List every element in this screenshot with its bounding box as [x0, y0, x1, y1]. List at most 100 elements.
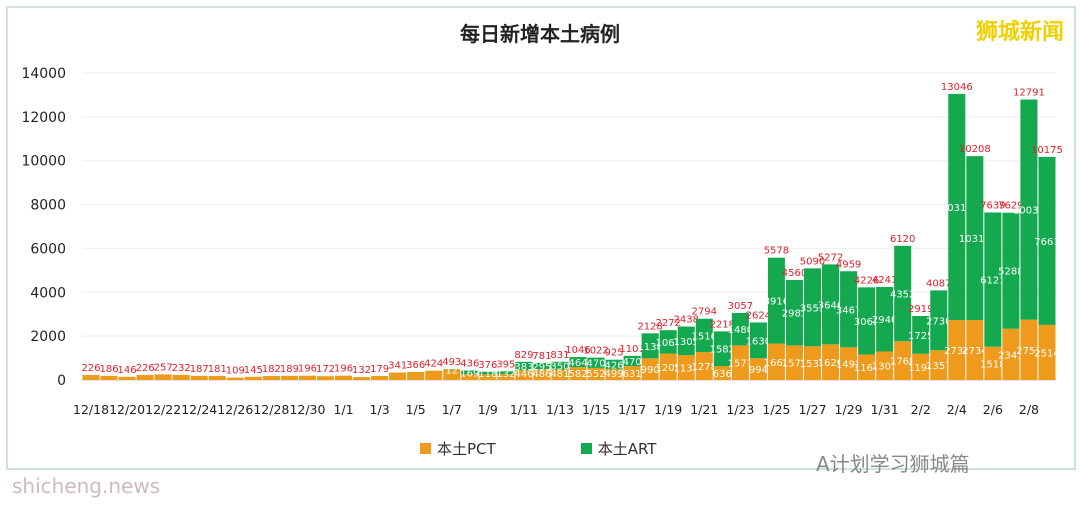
data-label-total: 182 — [262, 364, 281, 375]
data-label-total: 2128 — [637, 321, 662, 332]
data-label-total: 181 — [208, 364, 227, 375]
bar-pct — [497, 374, 515, 380]
bar-art — [984, 212, 1002, 347]
data-label-art: 1480 — [728, 325, 753, 336]
data-label-pct: 2514 — [1034, 348, 1059, 359]
data-label-pct: 1577 — [782, 359, 807, 370]
bar-pct — [1002, 328, 1020, 380]
data-label-total: 4241 — [872, 275, 897, 286]
data-label-pct: 552 — [587, 369, 606, 380]
data-label-pct: 499 — [605, 369, 624, 380]
bar-art — [569, 357, 587, 368]
x-tick-label: 1/27 — [798, 402, 826, 417]
data-label-art: 10312 — [941, 203, 973, 214]
data-label-total: 424 — [424, 359, 443, 370]
bar-pct — [533, 369, 551, 380]
data-label-pct: 2753 — [1016, 346, 1041, 357]
x-tick-label: 12/18 — [73, 402, 109, 417]
bar-pct — [785, 345, 803, 380]
data-label-total: 257 — [154, 362, 173, 373]
data-label-pct: 1205 — [655, 363, 680, 374]
bar-art — [803, 268, 822, 347]
data-label-total: 13046 — [941, 82, 973, 93]
bar-art — [605, 359, 623, 370]
legend-label-pct: 本土PCT — [437, 440, 496, 458]
data-label-total: 132 — [352, 365, 371, 376]
x-tick-label: 12/22 — [145, 402, 181, 417]
data-label-total: 5578 — [764, 246, 789, 257]
data-label-art: 2940 — [872, 315, 897, 326]
data-label-total: 10208 — [959, 144, 991, 155]
data-label-art: 383 — [514, 362, 533, 373]
bar-pct — [623, 366, 641, 380]
bar-pct — [407, 371, 425, 380]
x-tick-label: 1/25 — [762, 402, 790, 417]
data-label-total: 12791 — [1013, 88, 1045, 99]
x-tick-label: 12/26 — [217, 402, 253, 417]
bar-art — [894, 245, 912, 342]
data-label-pct: 1537 — [800, 359, 825, 370]
bar-pct — [822, 344, 840, 380]
data-label-pct: 481 — [550, 369, 569, 380]
data-label-total: 2794 — [692, 307, 717, 318]
bar-pct — [1020, 319, 1038, 380]
data-label-total: 7629 — [998, 201, 1023, 212]
y-tick-label: 0 — [57, 373, 66, 389]
data-label-art: 1138 — [637, 342, 662, 353]
bar-pct — [262, 376, 280, 380]
bar-pct — [912, 353, 930, 380]
data-label-total: 829 — [514, 350, 533, 361]
data-label-pct: 1164 — [854, 363, 879, 374]
y-tick-label: 12000 — [21, 110, 66, 126]
legend-item-pct: 本土PCT — [420, 438, 496, 459]
bar-pct — [695, 351, 713, 380]
data-label-total: 4560 — [782, 268, 807, 279]
data-label-total: 831 — [550, 350, 569, 361]
x-tick-label: 12/30 — [289, 402, 325, 417]
data-label-total: 109 — [226, 366, 245, 377]
data-label-pct: 1278 — [692, 362, 717, 373]
bar-pct — [984, 346, 1002, 380]
bar-pct — [749, 358, 767, 380]
bar-pct — [226, 377, 244, 380]
bar-art — [966, 156, 984, 321]
data-label-art: 6121 — [980, 276, 1005, 287]
bar-pct — [280, 375, 298, 380]
y-tick-label: 2000 — [30, 329, 66, 345]
bar-art — [479, 371, 497, 375]
bar-art — [731, 312, 749, 346]
data-label-art: 1305 — [674, 337, 699, 348]
data-label-art: 7661 — [1034, 237, 1059, 248]
x-tick-label: 2/2 — [911, 402, 931, 417]
bar-pct — [479, 374, 497, 380]
x-tick-label: 1/29 — [835, 402, 863, 417]
data-label-pct: 994 — [749, 365, 768, 376]
y-tick-label: 14000 — [21, 66, 66, 82]
data-label-pct: 636 — [713, 369, 732, 380]
bar-pct — [118, 376, 136, 380]
data-label-art: 2730 — [926, 316, 951, 327]
x-tick-label: 1/23 — [726, 402, 754, 417]
data-label-pct: 1357 — [926, 361, 951, 372]
data-label-total: 145 — [244, 365, 263, 376]
bar-art — [840, 271, 858, 348]
bar-art — [749, 322, 767, 359]
data-label-art: 1582 — [710, 345, 735, 356]
data-label-total: 232 — [172, 363, 191, 374]
chart-title: 每日新增本土病例 — [460, 22, 620, 46]
bar-pct — [966, 320, 984, 380]
data-label-art: 3467 — [836, 305, 861, 316]
data-label-pct: 990 — [641, 365, 660, 376]
data-label-total: 1101 — [619, 344, 644, 355]
data-label-art: 426 — [605, 360, 624, 371]
bar-pct — [858, 354, 876, 380]
data-label-total: 2438 — [674, 315, 699, 326]
data-label-pct: 1662 — [764, 358, 789, 369]
bar-art — [533, 362, 551, 370]
bar-art — [677, 326, 695, 356]
bar-art — [876, 287, 894, 352]
data-label-art: 10038 — [1013, 206, 1045, 217]
bar-pct — [425, 370, 443, 380]
x-tick-label: 1/31 — [871, 402, 899, 417]
